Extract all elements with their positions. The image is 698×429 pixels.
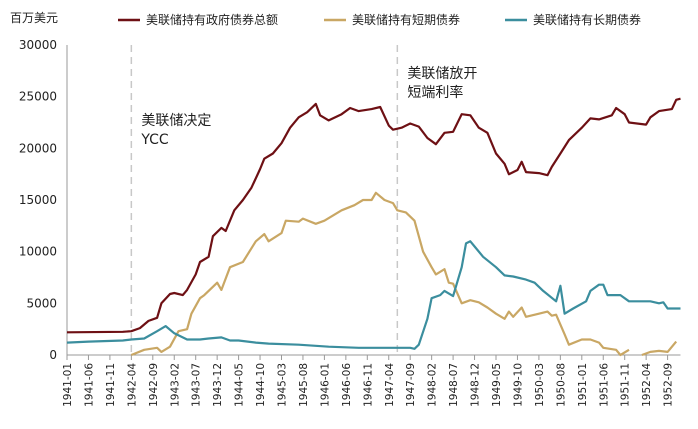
x-tick-label: 1948-02 xyxy=(427,363,439,407)
x-tick-label: 1947-09 xyxy=(405,363,417,407)
x-tick-label: 1950-08 xyxy=(555,363,567,407)
x-tick-label: 1948-12 xyxy=(470,363,482,407)
x-tick-label: 1949-10 xyxy=(512,363,524,407)
event-lines xyxy=(130,45,399,355)
x-tick-label: 1951-01 xyxy=(577,363,589,407)
annotation-text: 短端利率 xyxy=(407,84,463,101)
x-tick-label: 1948-07 xyxy=(448,363,460,407)
y-tick-label: 20000 xyxy=(19,141,57,155)
y-tick-label: 15000 xyxy=(19,193,57,207)
x-tick-label: 1942-04 xyxy=(126,363,138,407)
x-tick-label: 1949-05 xyxy=(491,363,503,407)
x-tick-label: 1943-07 xyxy=(191,363,203,407)
x-tick-label: 1946-11 xyxy=(362,363,374,407)
y-tick-label: 25000 xyxy=(19,90,57,104)
x-tick-label: 1943-12 xyxy=(212,363,224,407)
series-line-3 xyxy=(66,240,681,350)
series-line-1 xyxy=(66,97,681,334)
x-tick-label: 1951-11 xyxy=(620,363,632,407)
legend-label: 美联储持有短期债券 xyxy=(352,12,460,27)
series-line-2 xyxy=(130,191,678,357)
y-tick-label: 10000 xyxy=(19,245,57,259)
x-tick-label: 1945-08 xyxy=(298,363,310,407)
x-tick-label: 1946-01 xyxy=(319,363,331,407)
x-tick-label: 1952-09 xyxy=(663,363,675,407)
x-tick-label: 1946-06 xyxy=(341,363,353,407)
x-tick-label: 1942-09 xyxy=(148,363,160,407)
y-tick-label: 30000 xyxy=(19,38,57,52)
annotation-text: 美联储放开 xyxy=(407,66,477,82)
x-tick-label: 1943-02 xyxy=(169,363,181,407)
annotation-text: 美联储决定 xyxy=(141,113,211,129)
x-tick-label: 1950-03 xyxy=(534,363,546,407)
x-tick-label: 1941-06 xyxy=(83,363,95,407)
axes: 0 5000 10000 15000 20000 25000 30000 1941-01 194… xyxy=(19,38,681,407)
legend: 美联储持有政府债券总额 美联储持有短期债券 美联储持有长期债券 xyxy=(118,12,641,27)
x-tick-label: 1941-11 xyxy=(105,363,117,407)
y-tick-label: 5000 xyxy=(26,296,57,310)
x-tick-label: 1944-05 xyxy=(234,363,246,407)
y-axis-unit-label: 百万美元 xyxy=(10,11,58,25)
annotation-text: YCC xyxy=(140,132,169,148)
legend-label: 美联储持有政府债券总额 xyxy=(146,12,278,27)
x-tick-label: 1947-04 xyxy=(384,363,396,407)
x-tick-label: 1952-04 xyxy=(641,363,653,407)
x-tick-label: 1944-10 xyxy=(255,363,267,407)
series-lines xyxy=(66,97,681,357)
x-tick-label: 1941-01 xyxy=(62,363,74,407)
x-tick-label: 1951-06 xyxy=(598,363,610,407)
legend-label: 美联储持有长期债券 xyxy=(533,12,641,27)
y-tick-label: 0 xyxy=(49,348,57,362)
x-tick-label: 1945-03 xyxy=(277,363,289,407)
